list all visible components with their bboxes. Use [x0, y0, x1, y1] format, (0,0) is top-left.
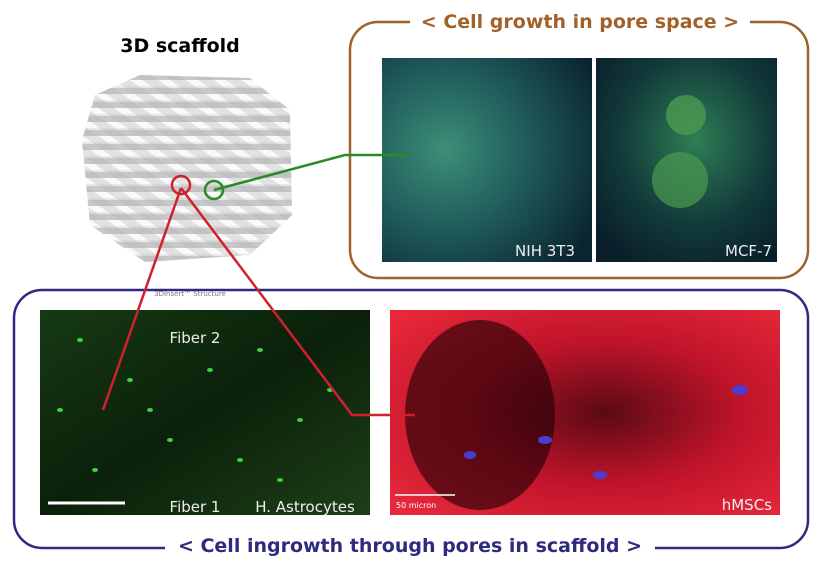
pore [405, 320, 555, 510]
bottom-title: < Cell ingrowth through pores in scaffol… [178, 535, 642, 557]
scaffold-caption: 3DInsert™ Structure [154, 290, 226, 298]
image-label: H. Astrocytes [255, 498, 355, 516]
scaffold-image [82, 75, 292, 262]
image-label: MCF-7 [725, 242, 772, 260]
scaffold-title: 3D scaffold [120, 35, 240, 57]
nuclei [464, 385, 748, 479]
title-backing [165, 534, 655, 558]
title-backing [410, 10, 750, 34]
image-label: Fiber 2 [170, 329, 221, 347]
astrocyte-image [40, 310, 370, 515]
cell-dots [57, 338, 333, 482]
image-label: hMSCs [722, 496, 772, 514]
nih-image [382, 58, 592, 262]
connectors [101, 153, 415, 417]
image-label: NIH 3T3 [515, 242, 575, 260]
scale-label: 50 micron [396, 501, 436, 510]
top-title: < Cell growth in pore space > [421, 11, 739, 33]
cell-cluster [666, 95, 706, 135]
cell-cluster [652, 152, 708, 208]
image-label: Fiber 1 [170, 498, 221, 516]
